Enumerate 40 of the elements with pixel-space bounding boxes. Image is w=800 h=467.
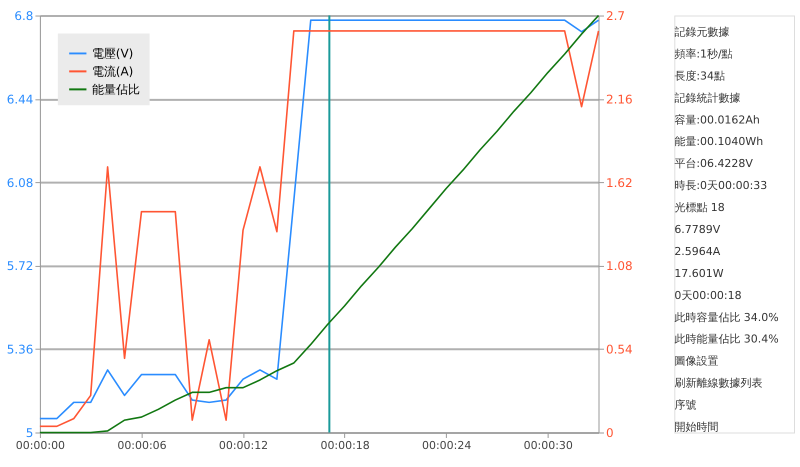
legend-label: 能量佔比 bbox=[92, 82, 140, 96]
text: 能量:00.1040Wh bbox=[674, 135, 764, 148]
y2-tick-label: 1.08 bbox=[606, 259, 633, 274]
y-tick-label: 5.36 bbox=[6, 342, 34, 357]
text: 長度:34點 bbox=[674, 69, 725, 82]
x-tick-label: 00:00:18 bbox=[320, 438, 370, 452]
y2-tick-label: 2.7 bbox=[606, 9, 626, 24]
text: 此時能量佔比 30.4% bbox=[674, 332, 779, 346]
y-tick-label: 6.44 bbox=[6, 92, 34, 106]
text: 頻率:1秒/點 bbox=[674, 47, 733, 60]
y2-tick-label: 0 bbox=[606, 426, 614, 440]
text: 此時容量佔比 34.0% bbox=[674, 310, 779, 324]
text: 記錄統計數據 bbox=[674, 91, 740, 104]
legend-label: 電流(A) bbox=[92, 64, 134, 78]
text: 17.601W bbox=[674, 266, 724, 280]
text: 開始時間 bbox=[674, 420, 718, 434]
text: 容量:00.0162Ah bbox=[674, 113, 760, 126]
x-tick-label: 00:00:00 bbox=[16, 438, 66, 452]
y-tick-label: 5.72 bbox=[6, 259, 34, 274]
y-tick-label: 6.08 bbox=[6, 176, 34, 190]
text: 序號 bbox=[674, 398, 696, 412]
text: 2.5964A bbox=[674, 244, 721, 258]
y2-tick-label: 1.62 bbox=[606, 176, 633, 190]
text: 刷新離線數據列表 bbox=[674, 376, 762, 390]
text: 光標點 18 bbox=[674, 201, 725, 214]
text: 平台:06.4228V bbox=[674, 157, 754, 170]
legend-label: 電壓(V) bbox=[92, 46, 134, 60]
text: 圖像設置 bbox=[674, 354, 718, 368]
x-tick-label: 00:00:24 bbox=[422, 438, 472, 452]
text: 記錄元數據 bbox=[674, 25, 730, 38]
x-tick-label: 00:00:30 bbox=[524, 438, 573, 452]
y-tick-label: 6.8 bbox=[14, 9, 34, 24]
x-tick-label: 00:00:12 bbox=[218, 438, 268, 452]
y2-tick-label: 0.54 bbox=[606, 342, 633, 357]
x-tick-label: 00:00:06 bbox=[117, 438, 167, 452]
text: 0天00:00:18 bbox=[674, 288, 742, 302]
text: 時長:0天00:00:33 bbox=[674, 179, 768, 192]
y-tick-label: 5 bbox=[26, 426, 34, 440]
text: 6.7789V bbox=[674, 222, 721, 236]
y2-tick-label: 2.16 bbox=[606, 92, 633, 106]
